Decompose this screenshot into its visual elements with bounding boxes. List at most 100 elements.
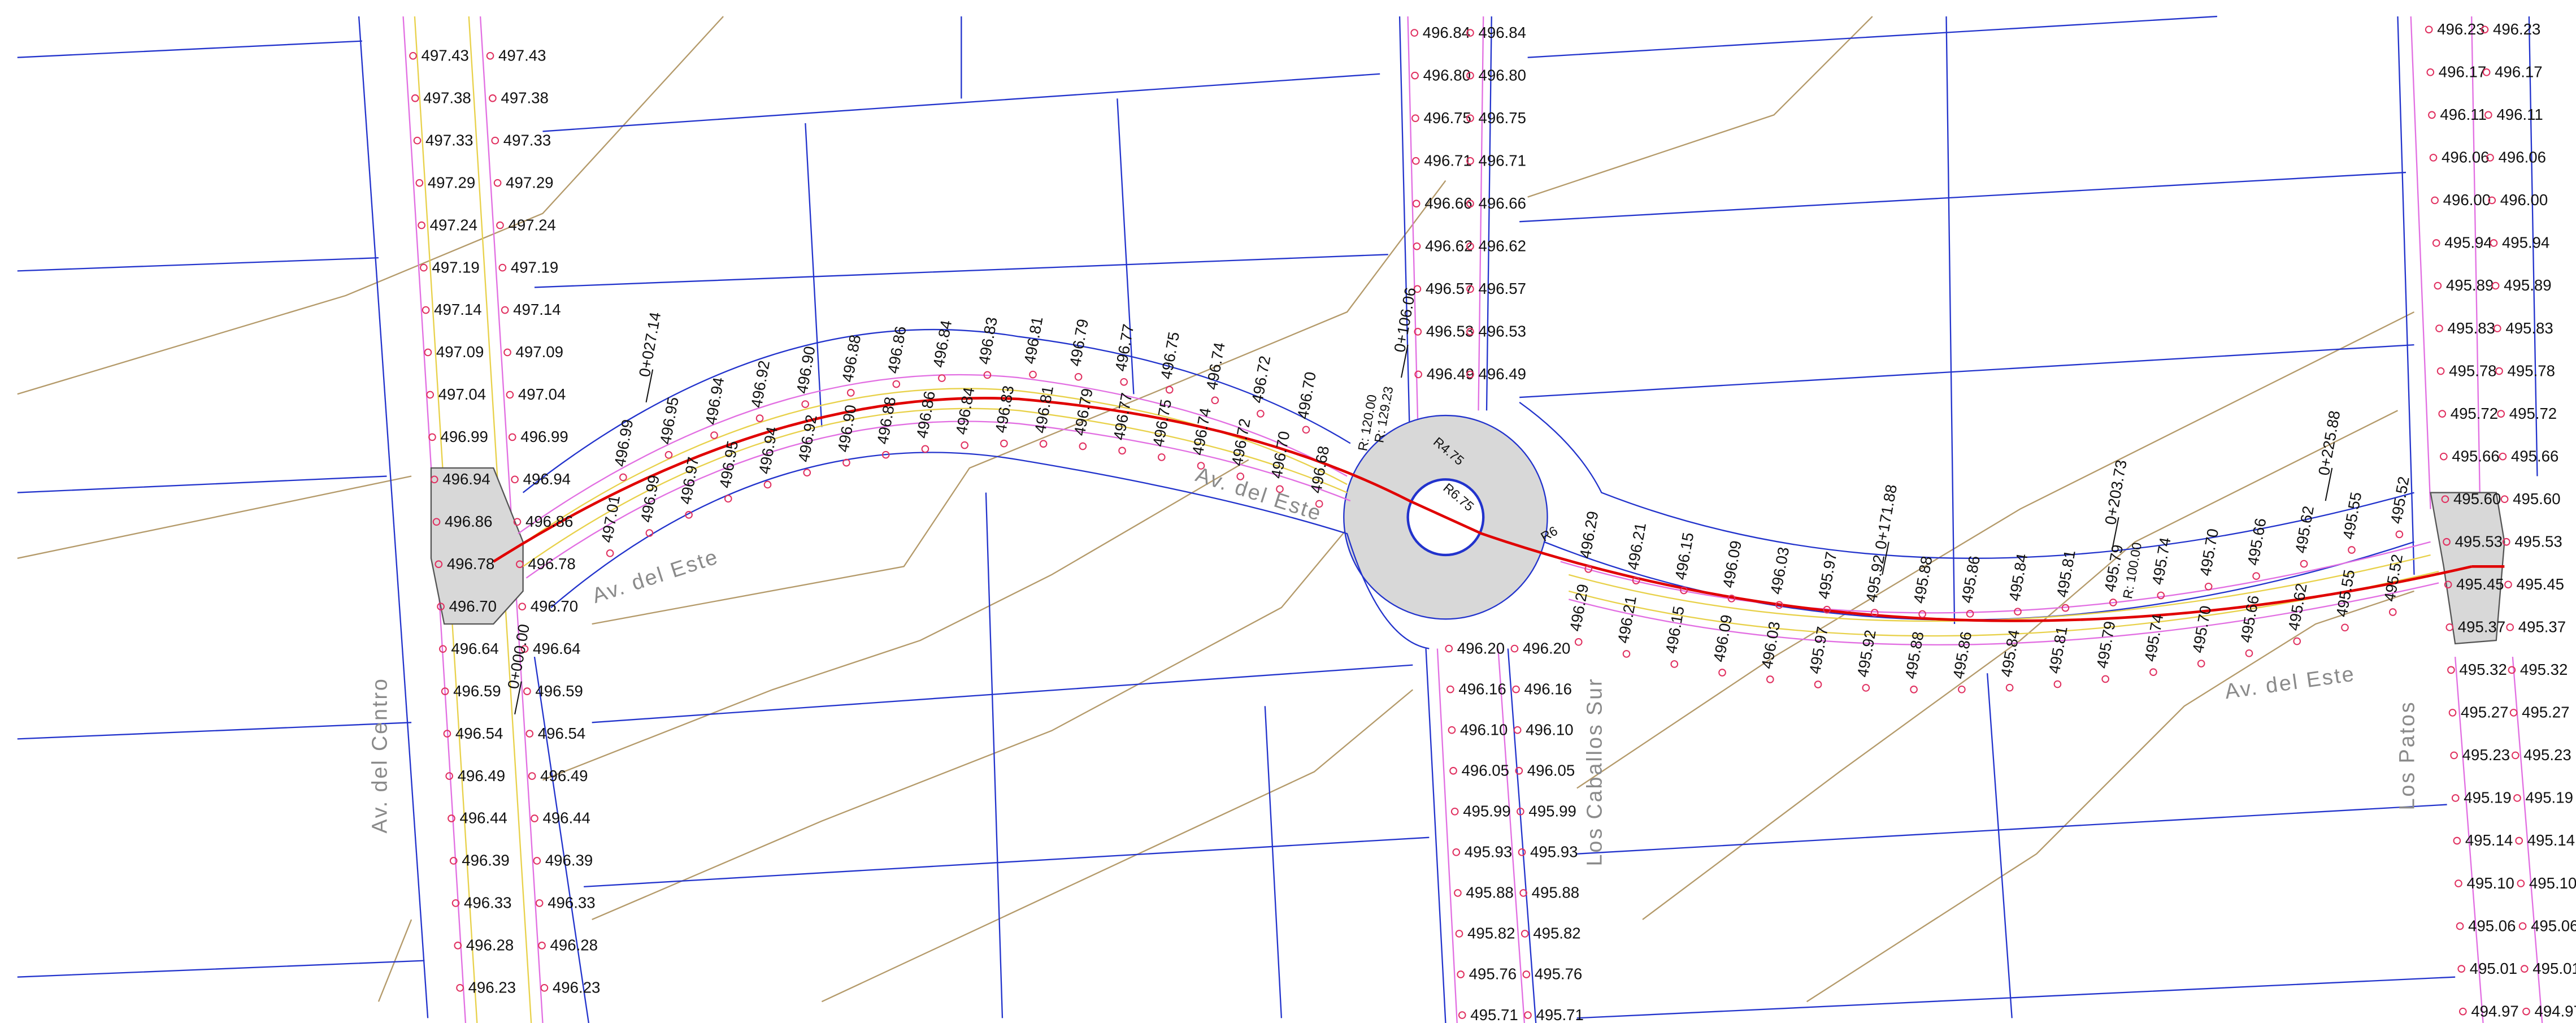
elevation-point bbox=[1029, 370, 1037, 379]
elevation-label: 496.54 bbox=[455, 725, 503, 742]
elevation-point bbox=[486, 51, 494, 60]
elevation-label: 495.93 bbox=[1530, 843, 1578, 861]
elevation-label: 496.71 bbox=[1479, 151, 1526, 169]
station-label: 0+171.88 bbox=[1871, 483, 1900, 550]
elevation-label: 495.53 bbox=[2514, 532, 2562, 550]
elevation-point bbox=[424, 348, 432, 357]
elevation-point bbox=[1823, 605, 1831, 614]
elevation-point bbox=[2005, 683, 2014, 692]
elevation-point bbox=[449, 857, 458, 865]
elevation-point bbox=[2457, 965, 2466, 973]
elevation-label: 497.19 bbox=[432, 258, 479, 276]
elevation-label: 496.05 bbox=[1462, 761, 1509, 779]
elevation-point bbox=[415, 179, 424, 187]
elevation-point bbox=[2447, 666, 2455, 674]
elevation-point bbox=[1524, 1011, 1532, 1019]
elevation-point bbox=[921, 445, 929, 453]
elevation-point bbox=[489, 94, 497, 102]
elevation-label: 496.49 bbox=[1479, 365, 1526, 383]
elevation-point bbox=[1910, 686, 1918, 693]
background-linework bbox=[17, 15, 2543, 1023]
elevation-label: 495.23 bbox=[2523, 746, 2571, 764]
elevation-label: 495.45 bbox=[2456, 575, 2504, 593]
elevation-label: 496.62 bbox=[1425, 237, 1472, 255]
road-elevation: 496.77 bbox=[1111, 323, 1137, 373]
road-elevation: 496.90 bbox=[793, 345, 818, 395]
elevation-label: 495.89 bbox=[2504, 276, 2551, 294]
elevation-point bbox=[2245, 649, 2253, 657]
road-elevation: 496.88 bbox=[839, 333, 864, 384]
elevation-point bbox=[1276, 485, 1284, 493]
elevation-label: 495.37 bbox=[2458, 618, 2505, 636]
elevation-label: 497.29 bbox=[428, 174, 475, 191]
elevation-label: 497.38 bbox=[501, 89, 548, 106]
elevation-point bbox=[2518, 922, 2527, 930]
elevation-point bbox=[2348, 546, 2356, 554]
elevation-point bbox=[1466, 285, 1474, 293]
elevation-label: 495.83 bbox=[2448, 319, 2495, 337]
elevation-label: 496.23 bbox=[468, 979, 516, 996]
elevation-point bbox=[1632, 576, 1640, 584]
elevation-point bbox=[418, 221, 425, 229]
elevation-label: 495.06 bbox=[2531, 917, 2576, 934]
elevation-point bbox=[2197, 660, 2205, 667]
elevation-point bbox=[2497, 410, 2505, 418]
elevation-point bbox=[1574, 638, 1583, 646]
road-elevation: 496.79 bbox=[1071, 387, 1096, 437]
elevation-point bbox=[645, 529, 654, 537]
elevation-label: 496.66 bbox=[1424, 194, 1472, 212]
elevation-label: 496.05 bbox=[1527, 761, 1575, 779]
road-elevation: 496.99 bbox=[611, 418, 636, 469]
elevation-point bbox=[1000, 439, 1008, 448]
elevation-point bbox=[451, 899, 460, 907]
elevation-point bbox=[1449, 766, 1457, 775]
cross-streets bbox=[402, 16, 2543, 1023]
elevation-point bbox=[439, 645, 447, 653]
elevation-label: 496.53 bbox=[1479, 323, 1526, 340]
elevation-point bbox=[1120, 378, 1128, 386]
street-name: Av. del Este bbox=[2223, 662, 2357, 704]
elevation-label: 496.06 bbox=[2442, 149, 2489, 166]
elevation-label: 496.20 bbox=[1523, 639, 1570, 657]
station-label: 0+203.73 bbox=[2101, 458, 2130, 526]
elevation-point bbox=[2444, 580, 2452, 589]
road-elevation: 496.83 bbox=[992, 384, 1017, 435]
elevation-point bbox=[533, 857, 541, 865]
elevation-point bbox=[2426, 68, 2435, 76]
elevation-label: 496.49 bbox=[458, 767, 505, 784]
elevation-point bbox=[2252, 572, 2260, 580]
elevation-point bbox=[1670, 660, 1679, 668]
elevation-point bbox=[2451, 794, 2460, 802]
road-elevation: 495.92 bbox=[1854, 628, 1879, 679]
contours bbox=[17, 16, 2415, 1003]
elevation-point bbox=[2157, 591, 2165, 600]
elevation-point bbox=[1211, 396, 1219, 405]
elevation-label: 497.19 bbox=[511, 258, 558, 276]
elevation-point bbox=[1165, 385, 1174, 394]
station-tick bbox=[1882, 541, 1889, 575]
elevation-label: 495.88 bbox=[1466, 884, 1513, 901]
elevation-point bbox=[2293, 637, 2301, 645]
elevation-label: 495.78 bbox=[2508, 362, 2555, 379]
elevation-point bbox=[422, 306, 430, 314]
road-elevation: 496.90 bbox=[834, 404, 859, 454]
road-elevation: 495.88 bbox=[1910, 555, 1935, 605]
elevation-point bbox=[1414, 328, 1422, 336]
elevation-label: 496.17 bbox=[2495, 63, 2542, 81]
elevation-point bbox=[420, 263, 428, 272]
elevation-point bbox=[724, 495, 732, 503]
elevation-point bbox=[1518, 848, 1526, 856]
elevation-point bbox=[2508, 666, 2516, 674]
road-elevation: 496.09 bbox=[1719, 539, 1745, 589]
elevation-label: 495.10 bbox=[2529, 874, 2576, 892]
elevation-label: 497.09 bbox=[436, 343, 484, 361]
elevation-point bbox=[803, 469, 811, 477]
elevation-label: 496.28 bbox=[466, 937, 514, 954]
elevation-point bbox=[2438, 410, 2447, 418]
elevation-point bbox=[1814, 680, 1822, 688]
elevation-label: 496.94 bbox=[523, 470, 571, 488]
elevation-label: 496.62 bbox=[1479, 237, 1526, 255]
elevation-label: 496.75 bbox=[1423, 109, 1471, 127]
elevation-point bbox=[763, 480, 772, 489]
labels: 497.43 497.43 497.38 497.38 497.33 497.33 497.… bbox=[368, 20, 2576, 1023]
